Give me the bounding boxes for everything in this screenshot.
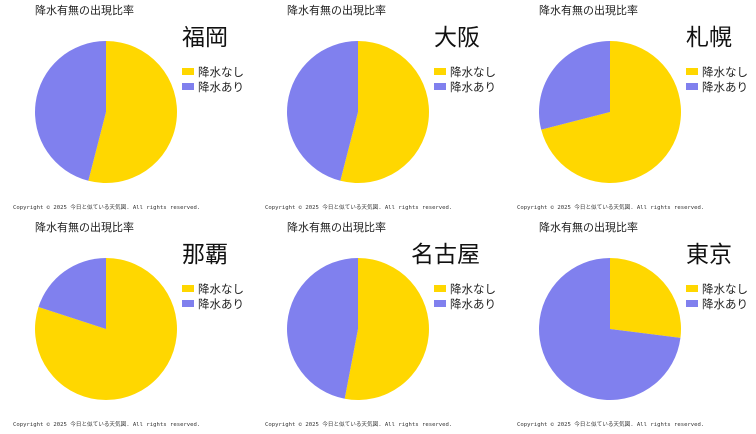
legend-item-rain-none: 降水なし <box>434 281 496 296</box>
legend-item-rain-none: 降水なし <box>686 281 748 296</box>
copyright-text: Copyright © 2025 今日と似ている天気図. All rights … <box>517 422 705 428</box>
pie-chart <box>286 258 429 400</box>
city-name: 名古屋 <box>411 242 480 268</box>
chart-panel: 降水有無の出現比率 札幌 降水なし 降水あり Copyright © 2025 … <box>504 0 756 217</box>
chart-title: 降水有無の出現比率 <box>35 4 134 17</box>
city-name: 東京 <box>686 242 732 268</box>
legend-item-rain-some: 降水あり <box>182 296 244 311</box>
legend-swatch <box>434 68 446 75</box>
legend-item-rain-some: 降水あり <box>686 296 748 311</box>
chart-title: 降水有無の出現比率 <box>287 221 386 234</box>
pie-slice-rain-some <box>286 40 358 181</box>
chart-panel: 降水有無の出現比率 福岡 降水なし 降水あり Copyright © 2025 … <box>0 0 252 217</box>
legend-swatch <box>686 285 698 292</box>
legend-label: 降水なし <box>450 281 496 296</box>
pie-slice-rain-none <box>344 258 429 400</box>
chart-title: 降水有無の出現比率 <box>539 4 638 17</box>
legend: 降水なし 降水あり <box>686 64 748 94</box>
legend-item-rain-some: 降水あり <box>182 79 244 94</box>
city-name: 札幌 <box>686 25 732 51</box>
legend-swatch <box>434 300 446 307</box>
legend-label: 降水なし <box>450 64 496 79</box>
copyright-text: Copyright © 2025 今日と似ている天気図. All rights … <box>13 205 201 211</box>
chart-panel: 降水有無の出現比率 東京 降水なし 降水あり Copyright © 2025 … <box>504 217 756 434</box>
legend-swatch <box>686 300 698 307</box>
chart-panel: 降水有無の出現比率 大阪 降水なし 降水あり Copyright © 2025 … <box>252 0 504 217</box>
pie-slice-rain-some <box>38 258 106 329</box>
copyright-text: Copyright © 2025 今日と似ている天気図. All rights … <box>517 205 705 211</box>
copyright-text: Copyright © 2025 今日と似ている天気図. All rights … <box>13 422 201 428</box>
legend-item-rain-none: 降水なし <box>182 281 244 296</box>
legend: 降水なし 降水あり <box>182 281 244 311</box>
pie-chart <box>34 258 177 400</box>
legend-swatch <box>182 68 194 75</box>
legend: 降水なし 降水あり <box>434 64 496 94</box>
legend-swatch <box>182 285 194 292</box>
city-name: 那覇 <box>182 242 228 268</box>
legend-label: 降水なし <box>702 281 748 296</box>
legend-label: 降水あり <box>198 296 244 311</box>
legend-label: 降水なし <box>198 64 244 79</box>
legend-swatch <box>182 300 194 307</box>
legend-item-rain-some: 降水あり <box>434 79 496 94</box>
legend-label: 降水あり <box>198 79 244 94</box>
pie-slice-rain-none <box>34 258 177 400</box>
legend-item-rain-none: 降水なし <box>182 64 244 79</box>
pie-chart <box>286 40 429 183</box>
copyright-text: Copyright © 2025 今日と似ている天気図. All rights … <box>265 205 453 211</box>
pie-slice-rain-none <box>541 41 681 183</box>
chart-panel: 降水有無の出現比率 那覇 降水なし 降水あり Copyright © 2025 … <box>0 217 252 434</box>
legend: 降水なし 降水あり <box>182 64 244 94</box>
legend-label: 降水なし <box>702 64 748 79</box>
copyright-text: Copyright © 2025 今日と似ている天気図. All rights … <box>265 422 453 428</box>
legend-item-rain-some: 降水あり <box>686 79 748 94</box>
legend-swatch <box>434 285 446 292</box>
legend: 降水なし 降水あり <box>686 281 748 311</box>
pie-chart <box>34 40 177 183</box>
legend-swatch <box>434 83 446 90</box>
legend-label: 降水あり <box>450 296 496 311</box>
legend: 降水なし 降水あり <box>434 281 496 311</box>
pie-slice-rain-some <box>34 40 106 181</box>
legend-swatch <box>686 68 698 75</box>
pie-chart <box>539 258 681 400</box>
pie-slice-rain-none <box>610 258 681 338</box>
pie-slice-rain-some <box>539 41 610 130</box>
legend-label: 降水なし <box>198 281 244 296</box>
city-name: 福岡 <box>182 25 228 51</box>
pie-slice-rain-none <box>340 41 429 183</box>
legend-label: 降水あり <box>702 296 748 311</box>
legend-swatch <box>182 83 194 90</box>
chart-title: 降水有無の出現比率 <box>287 4 386 17</box>
pie-slice-rain-none <box>88 41 177 183</box>
chart-title: 降水有無の出現比率 <box>35 221 134 234</box>
legend-label: 降水あり <box>450 79 496 94</box>
legend-item-rain-none: 降水なし <box>686 64 748 79</box>
chart-panel: 降水有無の出現比率 名古屋 降水なし 降水あり Copyright © 2025… <box>252 217 504 434</box>
legend-item-rain-some: 降水あり <box>434 296 496 311</box>
chart-title: 降水有無の出現比率 <box>539 221 638 234</box>
legend-item-rain-none: 降水なし <box>434 64 496 79</box>
city-name: 大阪 <box>434 25 480 51</box>
legend-label: 降水あり <box>702 79 748 94</box>
pie-chart <box>539 41 681 183</box>
pie-slice-rain-some <box>539 258 681 400</box>
legend-swatch <box>686 83 698 90</box>
pie-slice-rain-some <box>286 258 358 399</box>
